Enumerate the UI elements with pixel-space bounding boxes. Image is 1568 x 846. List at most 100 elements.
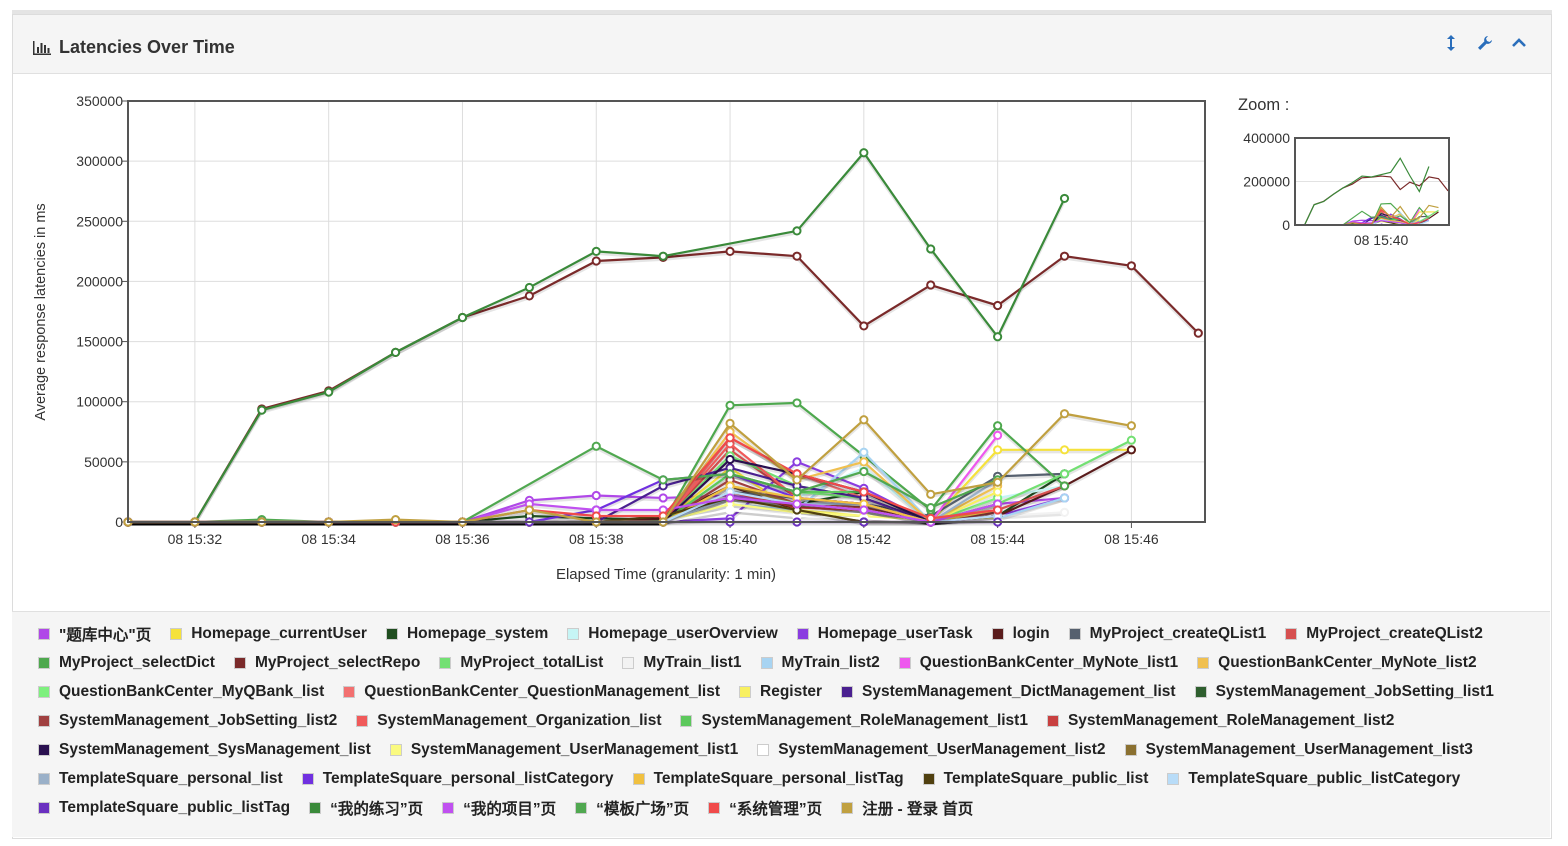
legend-item[interactable]: Homepage_userOverview (567, 624, 778, 643)
legend-swatch (356, 714, 369, 727)
data-point (725, 454, 735, 465)
legend-item[interactable]: MyTrain_list1 (622, 653, 742, 672)
series-shadow (128, 486, 998, 526)
data-point (792, 457, 802, 467)
legend-item[interactable]: Register (739, 682, 822, 701)
data-point (993, 332, 1003, 342)
x-tick-label: 08 15:32 (168, 531, 223, 547)
x-tick-label: 08 15:34 (301, 531, 356, 547)
legend-item[interactable]: MyTrain_list2 (760, 653, 880, 672)
legend-label: MyProject_selectRepo (254, 653, 421, 671)
legend-swatch (622, 656, 635, 669)
legend-item[interactable]: 注册 - 登录 首页 (841, 798, 973, 818)
legend-swatch (309, 801, 322, 814)
legend-item[interactable]: SystemManagement_UserManagement_list2 (757, 740, 1106, 759)
legend-item[interactable]: QuestionBankCenter_MyNote_list1 (898, 653, 1178, 672)
legend-swatch (38, 714, 50, 727)
series-shadow (128, 498, 998, 526)
legend-item[interactable]: SystemManagement_Organization_list (356, 711, 661, 730)
y-tick-label: 250000 (76, 213, 123, 229)
legend-label: TemplateSquare_personal_list (59, 769, 283, 787)
data-point (725, 505, 735, 515)
legend-item[interactable]: SystemManagement_SysManagement_list (38, 740, 371, 759)
legend-label: TemplateSquare_personal_listTag (653, 769, 904, 787)
legend-item[interactable]: TemplateSquare_personal_listCategory (301, 769, 614, 788)
data-point (324, 387, 334, 397)
series-34 (123, 148, 1070, 527)
legend-item[interactable]: QuestionBankCenter_MyNote_list2 (1197, 653, 1477, 672)
series-shadow (128, 492, 998, 526)
legend-label: Homepage_currentUser (191, 624, 367, 642)
legend-item[interactable]: TemplateSquare_public_list (922, 769, 1148, 788)
series-shadow (128, 474, 998, 526)
legend-item[interactable]: "题库中心"页 (38, 624, 151, 644)
wrench-icon[interactable] (1477, 35, 1493, 56)
legend-item[interactable]: MyProject_totalList (439, 653, 603, 672)
x-tick-label: 08 15:42 (837, 531, 892, 547)
data-point (926, 280, 936, 290)
data-point (859, 457, 869, 467)
legend-label: MyProject_selectDict (59, 653, 215, 671)
legend-swatch (760, 656, 773, 669)
legend-item[interactable]: MyProject_selectRepo (233, 653, 421, 672)
data-point (591, 256, 601, 266)
x-axis-label: Elapsed Time (granularity: 1 min) (556, 566, 776, 583)
data-point (993, 300, 1003, 311)
chart-legend: "题库中心"页 Homepage_currentUser Homepage_syst… (12, 611, 1550, 837)
data-point (524, 282, 534, 293)
legend-item[interactable]: SystemManagement_DictManagement_list (841, 682, 1176, 701)
legend-item[interactable]: “我的练习”页 (309, 798, 423, 818)
series-shadow (128, 474, 999, 526)
y-tick-label: 0 (115, 514, 123, 530)
legend-swatch (708, 801, 721, 814)
legend-label: TemplateSquare_personal_listCategory (322, 769, 614, 787)
data-point (993, 445, 1003, 455)
zoom-overview: 400000 200000 0 08 15:40 (1243, 130, 1450, 248)
legend-item[interactable]: TemplateSquare_personal_listTag (632, 769, 904, 788)
series-line (128, 150, 1066, 524)
series-shadow (128, 486, 998, 526)
legend-item[interactable]: MyProject_selectDict (38, 653, 215, 672)
series-shadow (128, 414, 1132, 526)
data-point (658, 475, 668, 485)
legend-item[interactable]: “我的项目”页 (442, 798, 556, 818)
legend-item[interactable]: Homepage_currentUser (170, 624, 367, 643)
legend-item[interactable]: SystemManagement_UserManagement_list3 (1124, 740, 1473, 759)
legend-swatch (841, 801, 854, 814)
legend-swatch (38, 801, 50, 814)
series-shadow (128, 431, 999, 526)
legend-swatch (301, 772, 314, 785)
chevron-up-icon[interactable] (1511, 35, 1527, 56)
legend-label: MyProject_totalList (460, 653, 604, 671)
legend-label: SystemManagement_SysManagement_list (59, 740, 371, 758)
legend-item[interactable]: QuestionBankCenter_MyQBank_list (38, 682, 324, 701)
data-point (1126, 445, 1137, 455)
legend-item[interactable]: MyProject_createQList1 (1068, 624, 1266, 643)
legend-label: “模板广场”页 (596, 800, 690, 818)
legend-item[interactable]: QuestionBankCenter_QuestionManagement_li… (343, 682, 720, 701)
legend-label: “系统管理”页 (729, 800, 823, 818)
legend-item[interactable]: SystemManagement_JobSetting_list2 (38, 711, 337, 730)
legend-item[interactable]: SystemManagement_JobSetting_list1 (1194, 682, 1494, 701)
legend-item[interactable]: Homepage_system (385, 624, 548, 643)
legend-item[interactable]: login (991, 624, 1050, 643)
legend-swatch (389, 743, 402, 756)
legend-item[interactable]: TemplateSquare_personal_list (38, 769, 283, 788)
legend-item[interactable]: “系统管理”页 (708, 798, 823, 818)
y-tick-label: 150000 (76, 334, 123, 350)
legend-item[interactable]: SystemManagement_RoleManagement_list1 (680, 711, 1028, 730)
legend-item[interactable]: MyProject_createQList2 (1285, 624, 1483, 643)
panel-title-text: Latencies Over Time (59, 37, 235, 57)
data-point (1059, 251, 1070, 261)
legend-swatch (680, 714, 693, 727)
legend-swatch (439, 656, 452, 669)
legend-item[interactable]: “模板广场”页 (575, 798, 690, 818)
legend-item[interactable]: SystemManagement_RoleManagement_list2 (1046, 711, 1394, 730)
data-point (524, 505, 534, 515)
resize-icon[interactable] (1443, 35, 1459, 56)
legend-item[interactable]: TemplateSquare_public_listCategory (1167, 769, 1460, 788)
data-point (859, 148, 869, 158)
legend-item[interactable]: Homepage_userTask (796, 624, 973, 643)
legend-item[interactable]: TemplateSquare_public_listTag (38, 798, 290, 817)
legend-item[interactable]: SystemManagement_UserManagement_list1 (389, 740, 738, 759)
